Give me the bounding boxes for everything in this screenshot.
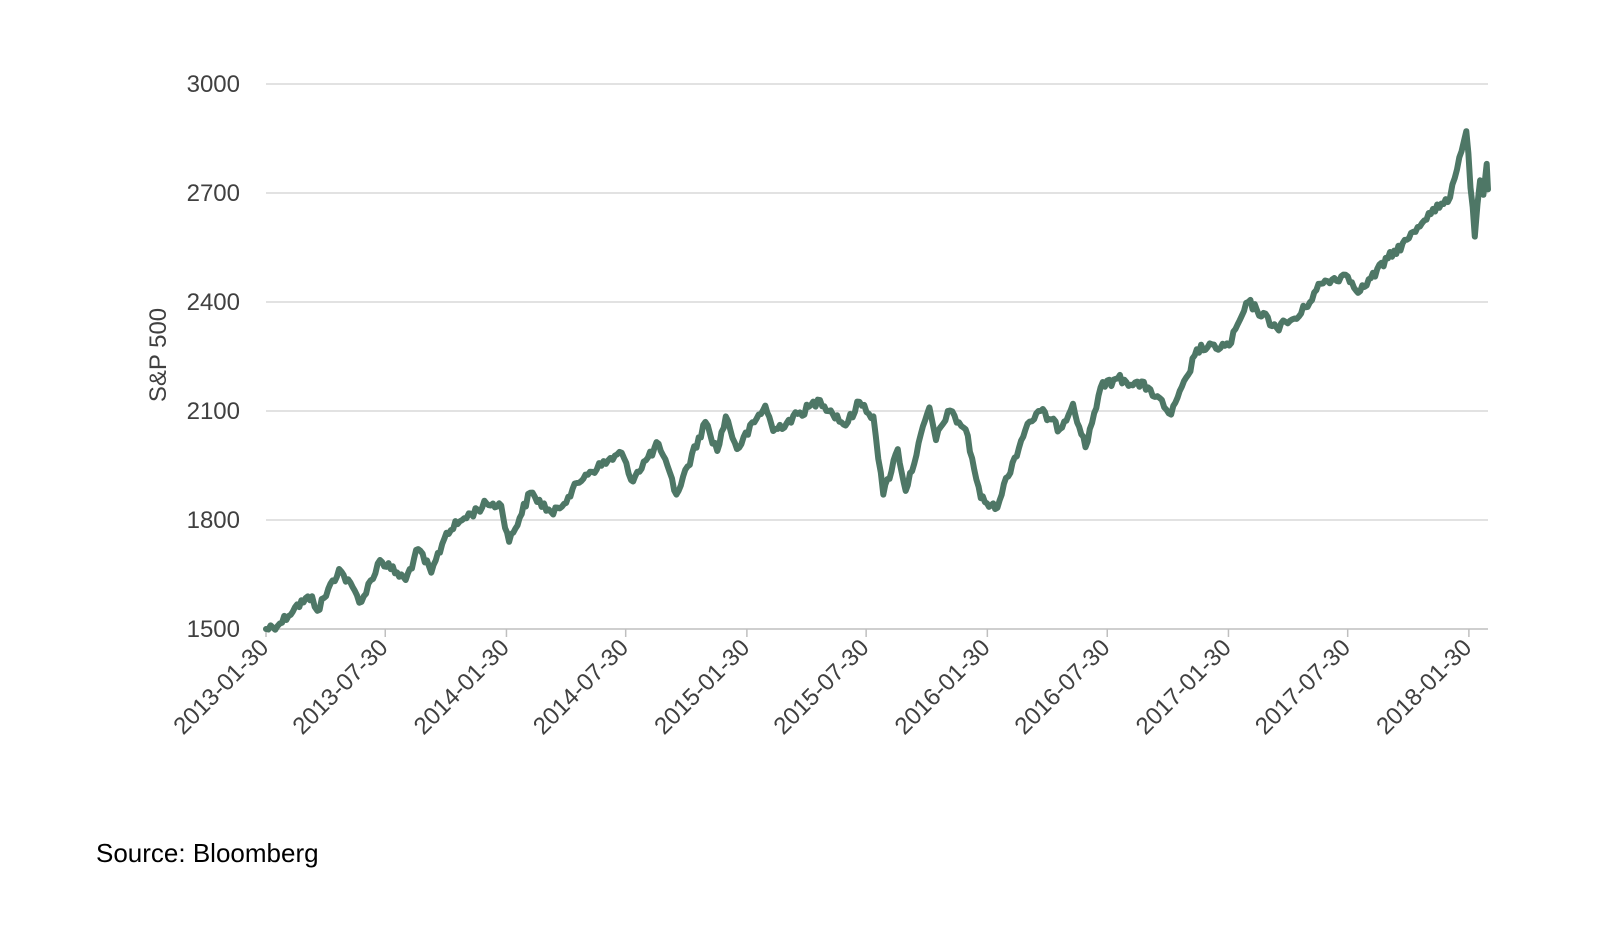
x-tick-label: 2013-01-30 <box>168 634 274 740</box>
series-layer <box>263 128 1491 633</box>
gridlines <box>266 83 1488 521</box>
x-tick-label: 2017-01-30 <box>1131 634 1237 740</box>
x-tick-label: 2015-07-30 <box>768 634 874 740</box>
x-tick-label: 2014-07-30 <box>528 634 634 740</box>
y-tick-label: 2400 <box>187 289 240 316</box>
y-tick-label: 3000 <box>187 71 240 98</box>
x-tick-label: 2015-01-30 <box>649 634 755 740</box>
y-tick-label: 2100 <box>187 398 240 425</box>
x-tick-label: 2013-07-30 <box>288 634 394 740</box>
sp500-series-line <box>263 128 1491 633</box>
source-note: Source: Bloomberg <box>96 838 319 868</box>
x-tick-label: 2016-01-30 <box>890 634 996 740</box>
x-tick-label: 2014-01-30 <box>409 634 515 740</box>
y-tick-label: 1800 <box>187 507 240 534</box>
y-tick-label: 2700 <box>187 180 240 207</box>
y-tick-label: 1500 <box>187 616 240 643</box>
y-axis-ticks: 1500 1800 2100 2400 2700 3000 <box>187 71 240 643</box>
x-tick-label: 2018-01-30 <box>1371 634 1477 740</box>
x-axis: 2013-01-30 2013-07-30 2014-01-30 2014-07-30… <box>168 628 1488 740</box>
y-axis-label: S&P 500 <box>145 308 172 402</box>
x-tick-label: 2016-07-30 <box>1010 634 1116 740</box>
x-tick-label: 2017-07-30 <box>1250 634 1356 740</box>
